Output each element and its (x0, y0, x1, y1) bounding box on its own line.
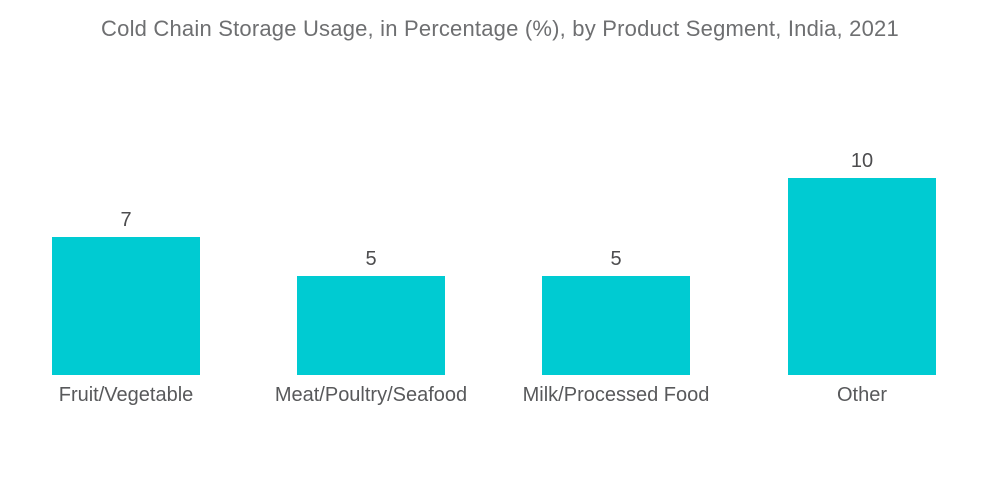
bar-column-other: 10 (788, 0, 936, 375)
bar-meat-poultry-seafood (297, 276, 445, 375)
bar-value-label: 7 (120, 209, 132, 231)
bar-value-label: 10 (850, 150, 874, 172)
bar-milk-processed-food (542, 276, 690, 375)
bar-value-label: 5 (610, 248, 622, 270)
bar-column-meat-poultry-seafood: 5 (297, 0, 445, 375)
category-label-other: Other (836, 384, 888, 406)
bar-column-milk-processed-food: 5 (542, 0, 690, 375)
bar-other (788, 178, 936, 375)
bar-value-label: 5 (365, 248, 377, 270)
category-label-fruit-vegetable: Fruit/Vegetable (58, 384, 194, 406)
category-label-meat-poultry-seafood: Meat/Poultry/Seafood (274, 384, 468, 406)
chart-title: Cold Chain Storage Usage, in Percentage … (101, 16, 899, 41)
bar-column-fruit-vegetable: 7 (52, 0, 200, 375)
bar-fruit-vegetable (52, 237, 200, 375)
category-label-milk-processed-food: Milk/Processed Food (522, 384, 710, 406)
